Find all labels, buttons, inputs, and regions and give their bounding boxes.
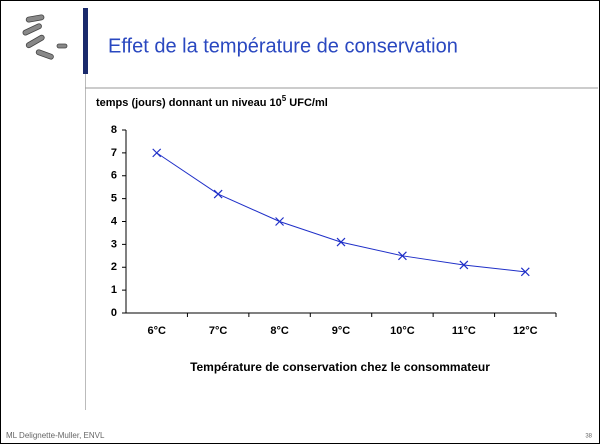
y-tick-label: 3 (111, 238, 117, 250)
accent-bar (83, 8, 88, 74)
logo (22, 14, 68, 60)
y-tick-label: 7 (111, 147, 117, 159)
chart-title-suffix: UFC/ml (286, 97, 328, 109)
y-tick-label: 1 (111, 284, 117, 296)
x-tick-label: 10°C (390, 325, 415, 337)
marker (459, 260, 469, 270)
x-tick-label: 7°C (209, 325, 228, 337)
y-tick-label: 4 (111, 215, 118, 227)
y-tick-label: 6 (111, 170, 117, 182)
marker (152, 148, 162, 158)
x-tick-label: 6°C (147, 325, 166, 337)
x-tick-label: 9°C (332, 325, 351, 337)
x-tick-label: 12°C (513, 325, 538, 337)
y-tick-label: 0 (111, 307, 117, 319)
chart-title-exponent: 5 (282, 94, 287, 103)
marker (336, 237, 346, 247)
marker (275, 217, 284, 226)
x-tick-label: 11°C (452, 325, 476, 337)
x-tick-label: 8°C (270, 325, 289, 337)
marker (398, 251, 407, 261)
chart-title-text: temps (jours) donnant un niveau 10 (96, 97, 282, 109)
footer: ML Delignette-Muller, ENVL (6, 431, 105, 440)
y-tick-label: 2 (111, 261, 117, 273)
y-tick-label: 8 (111, 124, 117, 136)
slide-title: Effet de la température de conservation (108, 35, 458, 57)
y-tick-label: 5 (111, 193, 117, 205)
chart-title: temps (jours) donnant un niveau 105 UFC/… (96, 94, 328, 109)
marker (213, 189, 223, 199)
marker (520, 267, 530, 277)
x-axis-label: Température de conservation chez le cons… (190, 360, 490, 374)
page-number: 38 (585, 434, 592, 440)
